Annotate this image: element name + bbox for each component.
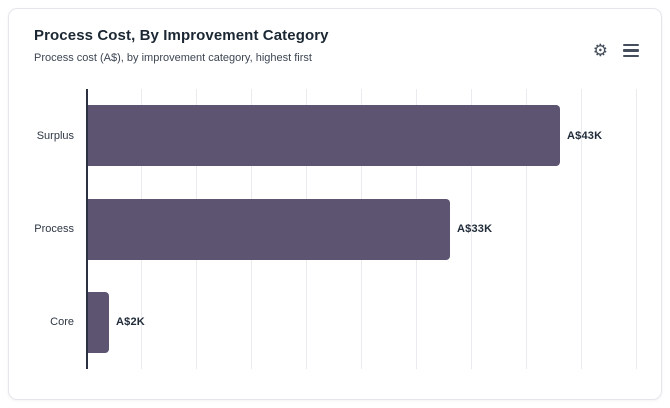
bar-surplus[interactable] bbox=[87, 105, 560, 167]
chart-card: Process Cost, By Improvement Category Pr… bbox=[8, 8, 662, 400]
settings-button[interactable]: ⚙ bbox=[593, 42, 608, 59]
plot-area: A$43K A$33K A$2K bbox=[86, 89, 663, 369]
bar-value-label-core: A$2K bbox=[116, 316, 145, 329]
category-label-surplus: Surplus bbox=[36, 129, 74, 142]
bar-chart: A$43K A$33K A$2K Surplus Process Core bbox=[9, 89, 663, 369]
gridline bbox=[471, 89, 472, 369]
card-header: Process Cost, By Improvement Category Pr… bbox=[34, 27, 571, 64]
gridline bbox=[581, 89, 582, 369]
y-axis-line bbox=[86, 89, 88, 369]
chart-subtitle: Process cost (A$), by improvement catego… bbox=[34, 52, 312, 64]
chart-title: Process Cost, By Improvement Category bbox=[34, 27, 329, 44]
bar-process[interactable] bbox=[87, 198, 450, 260]
gear-icon: ⚙ bbox=[592, 41, 608, 60]
category-label-process: Process bbox=[34, 223, 74, 235]
bar-value-label-process: A$33K bbox=[457, 223, 493, 235]
gridline bbox=[526, 89, 527, 369]
hamburger-menu-icon bbox=[623, 43, 639, 58]
menu-button[interactable] bbox=[623, 43, 639, 58]
bar-core[interactable] bbox=[87, 291, 109, 353]
bar-value-label-surplus: A$43K bbox=[567, 129, 603, 142]
category-label-core: Core bbox=[50, 316, 74, 329]
card-actions: ⚙ bbox=[593, 42, 639, 59]
gridline bbox=[636, 89, 637, 369]
